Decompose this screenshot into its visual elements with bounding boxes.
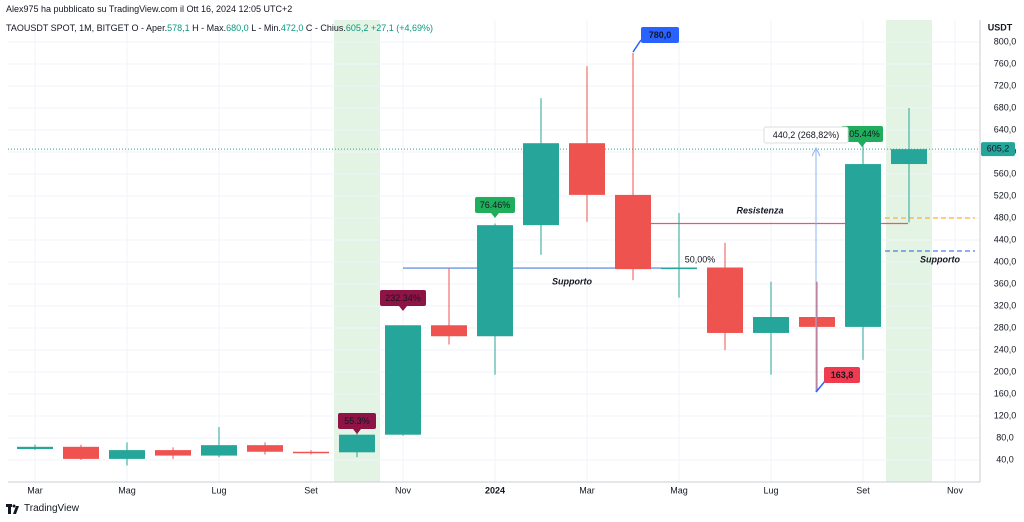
- y-tick-label: 280,0: [994, 322, 1017, 332]
- annotation-pointer: [353, 429, 361, 434]
- y-tick-label: 680,0: [994, 102, 1017, 112]
- candle-body: [431, 325, 467, 337]
- annotation: Supporto: [920, 254, 960, 264]
- y-tick-label: 160,0: [994, 388, 1017, 398]
- y-tick-label: 400,0: [994, 256, 1017, 266]
- candle-body: [799, 317, 835, 327]
- annotation-box: [475, 197, 515, 213]
- candle-body: [247, 445, 283, 452]
- annotation-box: [641, 27, 679, 43]
- symbol: TAOUSDT SPOT, 1M, BITGET: [6, 23, 130, 33]
- candle-body: [201, 445, 237, 456]
- y-tick-label: 720,0: [994, 80, 1017, 90]
- y-tick-label: 800,0: [994, 36, 1017, 46]
- x-tick-label: Nov: [395, 485, 412, 495]
- annotation-box: [338, 413, 376, 429]
- candle-body: [523, 143, 559, 226]
- brand: TradingView: [24, 503, 80, 514]
- y-tick-label: 200,0: [994, 366, 1017, 376]
- ohlc-value: 578,1: [167, 23, 190, 33]
- annotation: 55.3%: [344, 416, 370, 426]
- annotation: 440,2 (268,82%): [773, 130, 840, 140]
- measure-arrow: [811, 146, 821, 157]
- annotation: 105.44%: [844, 129, 880, 139]
- candle-body: [109, 450, 145, 459]
- candle-body: [385, 325, 421, 435]
- annotation-pointer: [491, 213, 499, 218]
- x-tick-label: 2024: [485, 485, 505, 495]
- price-tag: 605,2: [981, 142, 1015, 157]
- publisher: Alex975 ha pubblicato su TradingView.com…: [6, 4, 293, 14]
- y-tick-label: 120,0: [994, 410, 1017, 420]
- annotation: 50,00%: [685, 254, 716, 264]
- annotation: 232.34%: [385, 293, 421, 303]
- x-tick-label: Set: [856, 485, 870, 495]
- candle-body: [707, 267, 743, 333]
- x-tick-label: Mag: [118, 485, 136, 495]
- y-tick-label: 520,0: [994, 190, 1017, 200]
- y-tick-label: 320,0: [994, 300, 1017, 310]
- change: +27,1 (+4,69%): [370, 23, 434, 33]
- price-tag-bg: [981, 142, 1015, 157]
- candle-body: [569, 143, 605, 195]
- x-tick-label: Lug: [763, 485, 778, 495]
- annotation-box: [824, 367, 860, 383]
- x-tick-label: Lug: [211, 485, 226, 495]
- ohlc-value: 472,0: [280, 23, 304, 33]
- x-tick-label: Mag: [670, 485, 688, 495]
- annotation-pointer: [858, 142, 866, 147]
- candle-body: [339, 434, 375, 453]
- candle-body: [293, 451, 329, 454]
- y-tick-label: 480,0: [994, 212, 1017, 222]
- ohlc-value: 680,0: [226, 23, 249, 33]
- annotation: Supporto: [552, 276, 592, 286]
- y-tick-label: 440,0: [994, 234, 1017, 244]
- annotation: 76.46%: [480, 200, 511, 210]
- legend: TAOUSDT SPOT, 1M, BITGET O - Aper.578,1 …: [6, 23, 433, 33]
- annotation: Resistenza: [736, 205, 783, 215]
- y-tick-label: 80,0: [996, 432, 1014, 442]
- ohlc-label: C - Chius.: [305, 23, 346, 33]
- y-axis-label: USDT: [988, 22, 1013, 32]
- x-tick-label: Mar: [27, 485, 43, 495]
- logo: [6, 503, 19, 514]
- y-tick-label: 640,0: [994, 124, 1017, 134]
- y-tick-label: 360,0: [994, 278, 1017, 288]
- annotation-box: [841, 126, 883, 142]
- annotation-pointer: [632, 39, 642, 53]
- price-tag-label: 605,2: [987, 144, 1010, 154]
- candle-body: [17, 446, 53, 449]
- candle-body: [155, 450, 191, 456]
- candle-body: [63, 446, 99, 459]
- ohlc-label: L - Min.: [251, 23, 281, 33]
- y-tick-label: 240,0: [994, 344, 1017, 354]
- highlight: [334, 20, 380, 482]
- candle-body: [753, 317, 789, 333]
- annotation: 780,0: [649, 30, 672, 40]
- footer: TradingView: [6, 503, 79, 514]
- candle-body: [845, 164, 881, 327]
- candle-body: [891, 149, 927, 165]
- ohlc-label: H - Max.: [192, 23, 227, 33]
- y-tick-label: 760,0: [994, 58, 1017, 68]
- x-tick-label: Set: [304, 485, 318, 495]
- candle-body: [477, 225, 513, 337]
- ohlc-value: 605,2: [345, 23, 369, 33]
- y-tick-label: 560,0: [994, 168, 1017, 178]
- candle-body: [661, 267, 697, 270]
- ohlc-label: O - Aper.: [131, 23, 168, 33]
- annotation: 163,8: [831, 370, 854, 380]
- y-tick-label: 40,0: [996, 454, 1014, 464]
- annotation-box: [380, 290, 426, 306]
- candle-body: [615, 194, 651, 270]
- x-tick-label: Mar: [579, 485, 595, 495]
- annotation-pointer: [399, 306, 407, 311]
- x-tick-label: Nov: [947, 485, 964, 495]
- annotation-box: [763, 126, 849, 144]
